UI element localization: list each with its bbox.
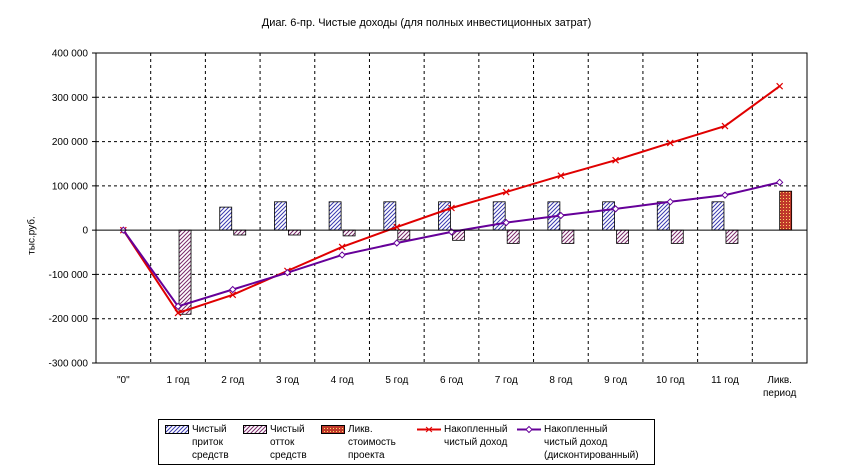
- x-tick-label: 2 год: [221, 375, 244, 386]
- bar-outflow: [178, 229, 192, 315]
- marker-cumulative: [666, 139, 674, 147]
- x-tick-label: 11 год: [711, 375, 739, 386]
- bar-outflow: [506, 229, 520, 244]
- bar-outflow: [616, 229, 629, 244]
- x-tick-label: 9 год: [604, 375, 627, 386]
- marker-cumulative: [448, 204, 455, 212]
- legend-swatch-outflow: [243, 425, 267, 434]
- marker-discounted: [775, 178, 784, 187]
- marker-discounted: [447, 228, 456, 236]
- x-tick-label: 7 год: [495, 375, 518, 386]
- bar-inflow: [711, 201, 725, 231]
- marker-cumulative: [612, 156, 620, 164]
- x-tick-label: 10 год: [656, 375, 685, 386]
- marker-discounted: [611, 205, 620, 213]
- legend-swatch-inflow: [165, 425, 189, 434]
- legend-swatch-discounted: [517, 425, 541, 434]
- marker-discounted: [721, 191, 729, 199]
- bar-outflow: [342, 229, 356, 237]
- x-tick-label: 8 год: [549, 375, 572, 386]
- marker-discounted: [393, 239, 401, 247]
- x-tick-label: период: [763, 388, 796, 399]
- bars-layer: [178, 190, 793, 315]
- legend-swatch-cumulative: [417, 426, 441, 433]
- axis-layer: 400 000 300 000 200 000 100 000 0 -100 000 -20…: [49, 49, 808, 399]
- bar-inflow: [492, 201, 506, 231]
- marker-cumulative: [229, 291, 237, 299]
- legend-label-outflow: Чистый отток средств: [270, 424, 307, 461]
- legend-label-inflow: Чистый приток средств: [192, 424, 229, 461]
- marker-cumulative: [776, 82, 784, 90]
- marker-cumulative: [174, 309, 182, 317]
- marker-discounted: [283, 268, 292, 277]
- marker-discounted: [502, 218, 510, 227]
- lines-layer: [119, 82, 784, 317]
- marker-discounted: [338, 251, 346, 259]
- marker-cumulative: [557, 172, 565, 180]
- legend-label-cumulative: Накопленный чистый доход: [444, 424, 508, 448]
- bar-outflow: [561, 229, 575, 244]
- y-tick-label: -300 000: [49, 359, 89, 370]
- y-tick-label: 400 000: [52, 49, 89, 60]
- x-tick-label: 1 год: [167, 375, 190, 386]
- bar-inflow: [219, 206, 233, 231]
- x-tick-label: 4 год: [331, 375, 354, 386]
- plot-frame: [95, 52, 808, 364]
- marker-cumulative: [721, 122, 729, 130]
- legend: Чистый приток средств Чистый отток средс…: [158, 419, 655, 465]
- bar-inflow: [656, 201, 670, 231]
- bar-inflow: [383, 201, 397, 231]
- bar-outflow: [288, 229, 301, 236]
- bar-outflow: [670, 229, 684, 244]
- bar-outflow: [397, 229, 411, 241]
- y-tick-label: 0: [82, 226, 88, 237]
- bar-inflow: [328, 201, 342, 231]
- bar-outflow: [725, 229, 739, 244]
- line-discounted: [122, 181, 780, 308]
- marker-cumulative: [393, 223, 401, 231]
- marker-discounted: [557, 211, 565, 220]
- y-tick-label: -100 000: [49, 270, 89, 281]
- bar-outflow: [233, 229, 247, 236]
- marker-discounted: [666, 198, 674, 206]
- legend-label-liquidation: Ликв. стоимость проекта: [348, 424, 396, 461]
- marker-discounted: [174, 302, 182, 311]
- bar-inflow: [438, 201, 451, 231]
- chart-title: Диаг. 6-пр. Чистые доходы (для полных ин…: [261, 17, 592, 29]
- legend-swatch-liquidation: [321, 425, 345, 434]
- bar-liquidation: [779, 190, 793, 231]
- y-tick-label: 100 000: [52, 181, 89, 192]
- marker-discounted: [229, 285, 237, 294]
- y-tick-label: 200 000: [52, 137, 89, 148]
- marker-cumulative: [502, 188, 510, 196]
- x-tick-label: Ликв.: [767, 375, 792, 386]
- y-tick-label: 300 000: [52, 93, 89, 104]
- y-tick-label: -200 000: [49, 314, 89, 325]
- x-tick-label: 6 год: [440, 375, 463, 386]
- x-tick-label: "0": [117, 375, 130, 386]
- marker-cumulative: [338, 243, 346, 251]
- x-tick-label: 3 год: [276, 375, 299, 386]
- bar-inflow: [602, 201, 615, 231]
- x-tick-label: 5 год: [385, 375, 408, 386]
- bar-inflow: [274, 201, 287, 231]
- legend-label-discounted: Накопленный чистый доход (дисконтированн…: [544, 424, 639, 461]
